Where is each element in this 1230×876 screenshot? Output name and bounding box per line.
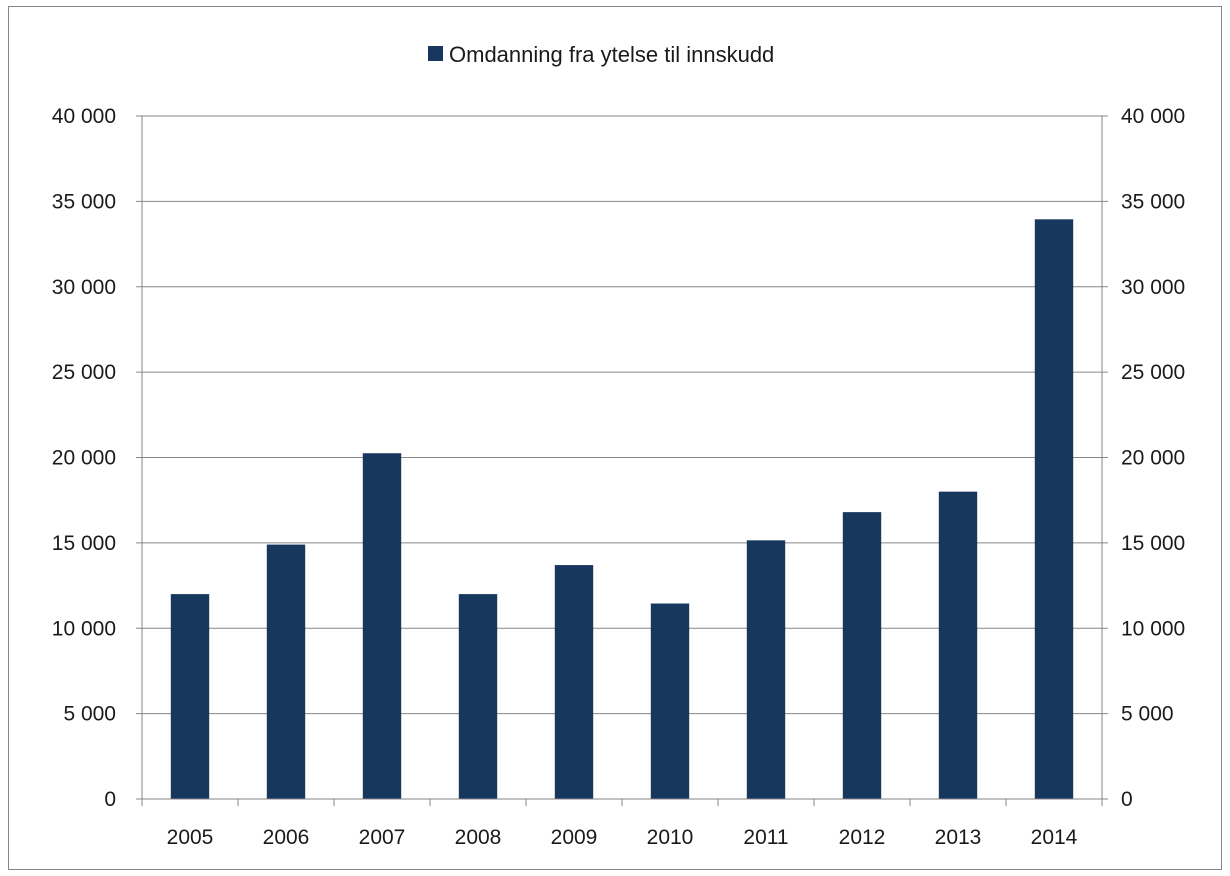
bars <box>170 219 1074 799</box>
x-tick-label-2014: 2014 <box>1031 826 1078 849</box>
y-tick-label-left: 40 000 <box>52 105 116 128</box>
chart-frame: Omdanning fra ytelse til innskudd 0 5 000… <box>8 6 1222 870</box>
y-tick-label-right: 5 000 <box>1121 703 1174 726</box>
y-tick-label-left: 20 000 <box>52 447 116 470</box>
y-axis-left-ticks: 0 5 000 10 000 15 000 20 000 25 000 30 000 35 0… <box>52 105 116 811</box>
legend-swatch <box>428 46 443 61</box>
bar-2005 <box>170 594 210 799</box>
x-tick-label-2006: 2006 <box>263 826 310 849</box>
y-tick-label-right: 0 <box>1121 788 1133 811</box>
axes <box>136 115 1108 806</box>
x-axis-ticks: 2005 2006 2007 2008 2009 2010 2011 2012 2013 2014 <box>167 826 1078 849</box>
x-tick-label-2005: 2005 <box>167 826 214 849</box>
bar-2012 <box>842 512 882 799</box>
bar-chart: Omdanning fra ytelse til innskudd 0 5 000… <box>52 42 1185 849</box>
bar-2010 <box>650 603 690 799</box>
x-tick-label-2007: 2007 <box>359 826 406 849</box>
y-tick-label-right: 40 000 <box>1121 105 1185 128</box>
legend: Omdanning fra ytelse til innskudd <box>428 42 774 67</box>
bar-2009 <box>554 565 594 799</box>
bar-2007 <box>362 453 402 799</box>
x-tick-label-2010: 2010 <box>647 826 694 849</box>
y-tick-label-left: 10 000 <box>52 617 116 640</box>
y-tick-label-right: 15 000 <box>1121 532 1185 555</box>
x-tick-label-2008: 2008 <box>455 826 502 849</box>
y-tick-label-left: 0 <box>104 788 116 811</box>
y-tick-label-left: 30 000 <box>52 276 116 299</box>
y-tick-label-right: 20 000 <box>1121 447 1185 470</box>
bar-2008 <box>458 594 498 799</box>
y-tick-label-left: 5 000 <box>63 703 116 726</box>
y-tick-label-right: 10 000 <box>1121 617 1185 640</box>
y-tick-label-left: 35 000 <box>52 190 116 213</box>
x-tick-label-2009: 2009 <box>551 826 598 849</box>
y-tick-label-left: 25 000 <box>52 361 116 384</box>
x-tick-label-2011: 2011 <box>743 826 788 849</box>
y-tick-label-right: 35 000 <box>1121 190 1185 213</box>
x-tick-label-2013: 2013 <box>935 826 982 849</box>
y-tick-label-right: 30 000 <box>1121 276 1185 299</box>
legend-label: Omdanning fra ytelse til innskudd <box>449 42 774 67</box>
bar-2014 <box>1034 219 1074 799</box>
bar-2006 <box>266 544 306 799</box>
y-axis-right-ticks: 0 5 000 10 000 15 000 20 000 25 000 30 000 35 0… <box>1121 105 1185 811</box>
y-tick-label-right: 25 000 <box>1121 361 1185 384</box>
x-tick-label-2012: 2012 <box>839 826 886 849</box>
y-tick-label-left: 15 000 <box>52 532 116 555</box>
bar-2013 <box>938 491 978 799</box>
bar-2011 <box>746 540 786 799</box>
